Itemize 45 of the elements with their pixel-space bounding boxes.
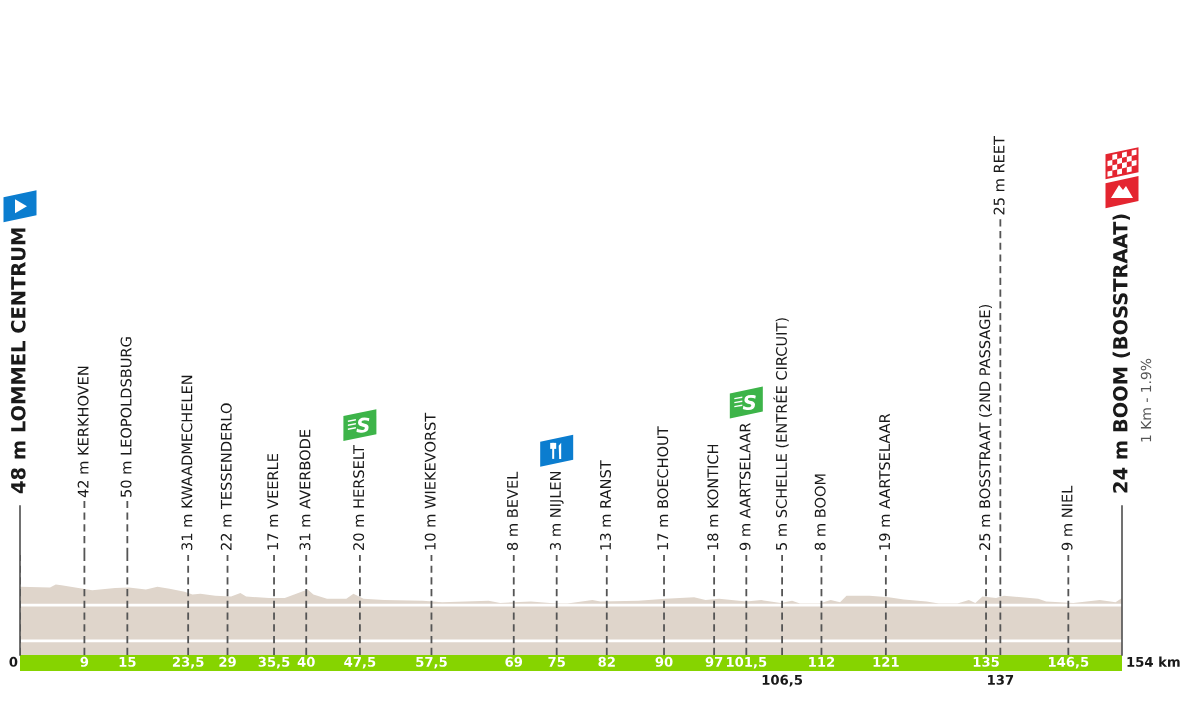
text: 3 m NIJLEN (549, 471, 564, 550)
text: 13 m RANST (599, 460, 612, 550)
text: 5 m SCHELLE (ENTRÉE CIRCUIT) (773, 318, 789, 550)
text: 24 m BOOM (BOSSTRAAT) (1112, 214, 1130, 493)
x-tick-label: 15 (119, 657, 136, 667)
x-tick-label: 146,5 (1048, 656, 1089, 669)
text: 17 m VEERLE (267, 454, 279, 550)
x-tick-label: 75 (548, 657, 565, 667)
text: 1 Km - 1.9% (1140, 358, 1152, 442)
x-tick-label: 0 (9, 656, 18, 667)
x-tick-label: 23,5 (172, 656, 204, 669)
x-tick-label: 97 (705, 656, 723, 667)
x-tick-label: 135 (973, 656, 999, 667)
x-tick-label: 35,5 (258, 656, 290, 669)
x-tick-label: 57,5 (416, 657, 447, 669)
text: 20 m HERSELT (353, 445, 365, 550)
x-tick-label: 29 (219, 656, 236, 667)
text: 31 m KWAADMECHELEN (181, 375, 193, 550)
x-tick-label: 9 (80, 656, 89, 667)
text: 8 m BOOM (814, 474, 826, 551)
text: 18 m KONTICH (707, 444, 719, 550)
text: 19 m AARTSELAAR (879, 413, 891, 550)
text: 31 m AVERBODE (299, 429, 311, 550)
text: 22 m TESSENDERLO (220, 403, 232, 550)
text: 25 m REET (993, 135, 1005, 215)
text: 9 m NIEL (1061, 485, 1073, 551)
x-tick-label: 90 (655, 656, 673, 667)
text: 42 m KERKHOVEN (77, 366, 89, 498)
text: 9 m AARTSELAAR (739, 422, 751, 551)
text: 50 m LEOPOLDSBURG (120, 337, 132, 497)
text: 8 m BEVEL (506, 471, 518, 551)
x-tick-label: 112 (809, 656, 835, 667)
text: 17 m BOECHOUT (657, 426, 669, 550)
text: 10 m WIEKEVORST (424, 412, 436, 550)
text: 154 km (1127, 656, 1180, 667)
x-tick-label: 69 (505, 656, 523, 667)
x-tick-label: 47,5 (344, 657, 376, 669)
x2-tick-label: 106,5 (762, 674, 803, 687)
x-tick-label: 82 (598, 656, 615, 667)
text: 25 m BOSSTRAAT (2ND PASSAGE) (979, 304, 992, 550)
x-tick-label: 40 (297, 656, 315, 667)
text: 48 m LOMMEL CENTRUM (10, 228, 26, 494)
x-tick-label: 101,5 (726, 656, 767, 669)
x2-tick-label: 137 (988, 674, 1014, 685)
x-tick-label: 121 (873, 656, 899, 667)
